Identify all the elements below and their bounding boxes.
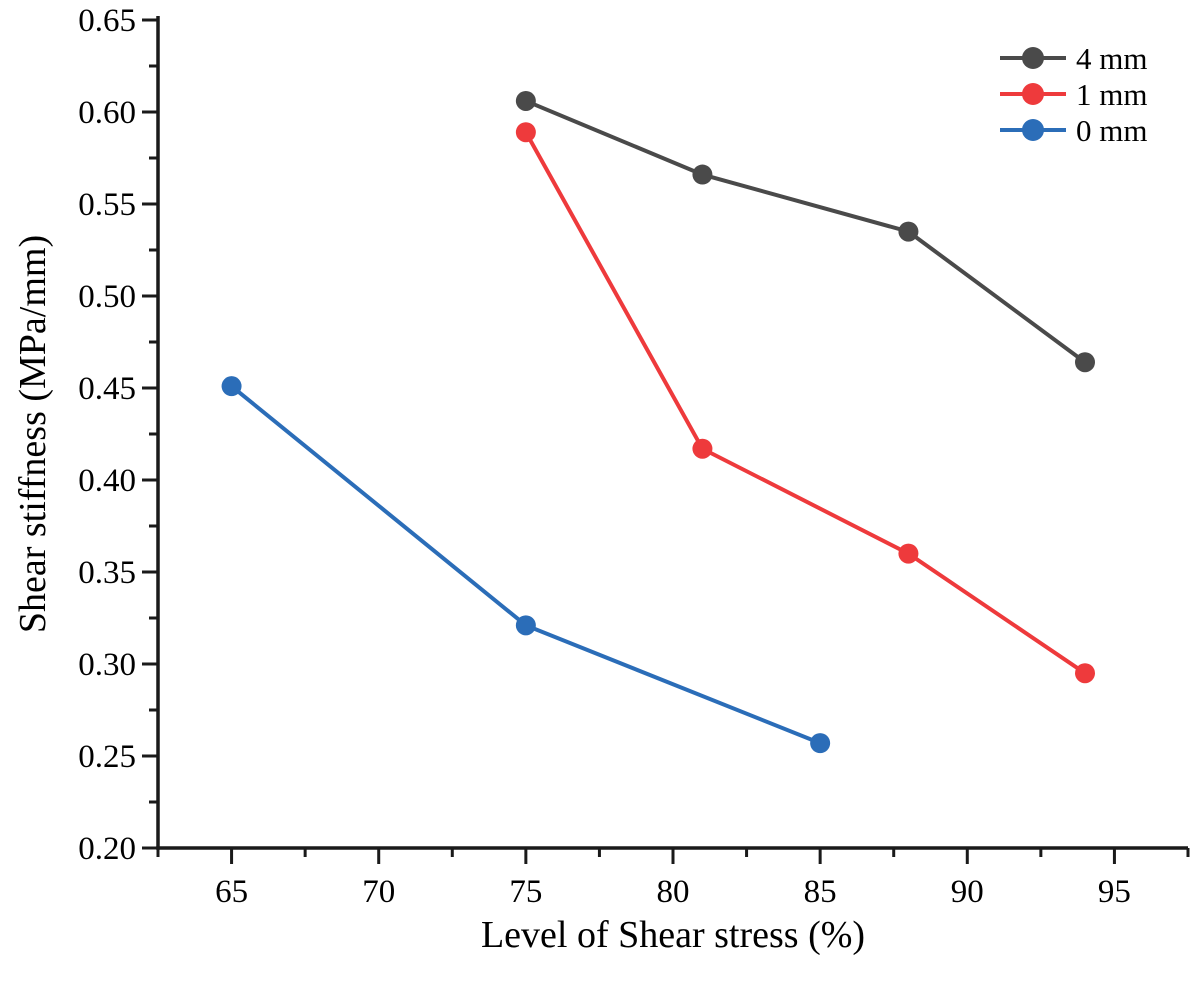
data-point-4-mm <box>515 90 536 111</box>
y-tick-label: 0.65 <box>78 3 136 39</box>
legend-marker-0-mm <box>1022 119 1044 141</box>
y-tick-label: 0.60 <box>78 95 136 131</box>
x-tick-label: 90 <box>951 874 984 910</box>
data-point-4-mm <box>898 221 919 242</box>
x-tick-label: 70 <box>362 874 395 910</box>
data-point-1-mm <box>898 543 919 564</box>
data-point-4-mm <box>692 164 713 185</box>
y-tick-label: 0.30 <box>78 647 136 683</box>
legend-marker-1-mm <box>1022 83 1044 105</box>
series-line-0-mm <box>229 384 823 746</box>
y-tick-label: 0.55 <box>78 187 136 223</box>
data-point-1-mm <box>515 122 536 143</box>
y-tick-label: 0.50 <box>78 279 136 315</box>
data-point-1-mm <box>1075 663 1095 684</box>
series-line-1-mm <box>523 130 1087 676</box>
y-tick-label: 0.35 <box>78 555 136 591</box>
y-tick-label: 0.20 <box>78 831 136 867</box>
y-tick-label: 0.40 <box>78 463 136 499</box>
data-point-0-mm <box>221 376 242 397</box>
y-axis-title: Shear stiffness (MPa/mm) <box>12 234 54 634</box>
legend-label-4-mm: 4 mm <box>1076 41 1147 76</box>
series-line-4-mm <box>523 98 1087 365</box>
legend-marker-4-mm <box>1022 47 1044 69</box>
x-tick-label: 75 <box>509 874 542 910</box>
x-tick-label: 85 <box>804 874 837 910</box>
legend-label-0-mm: 0 mm <box>1076 113 1147 148</box>
y-tick-label: 0.25 <box>78 739 136 775</box>
x-tick-label: 80 <box>657 874 690 910</box>
legend-label-1-mm: 1 mm <box>1076 77 1147 112</box>
data-point-0-mm <box>515 615 536 636</box>
data-point-1-mm <box>692 438 713 459</box>
y-tick-label: 0.45 <box>78 371 136 407</box>
x-tick-label: 95 <box>1098 874 1131 910</box>
x-axis-title: Level of Shear stress (%) <box>480 914 866 956</box>
data-point-4-mm <box>1075 352 1095 373</box>
x-tick-label: 65 <box>215 874 248 910</box>
data-point-0-mm <box>810 733 831 754</box>
